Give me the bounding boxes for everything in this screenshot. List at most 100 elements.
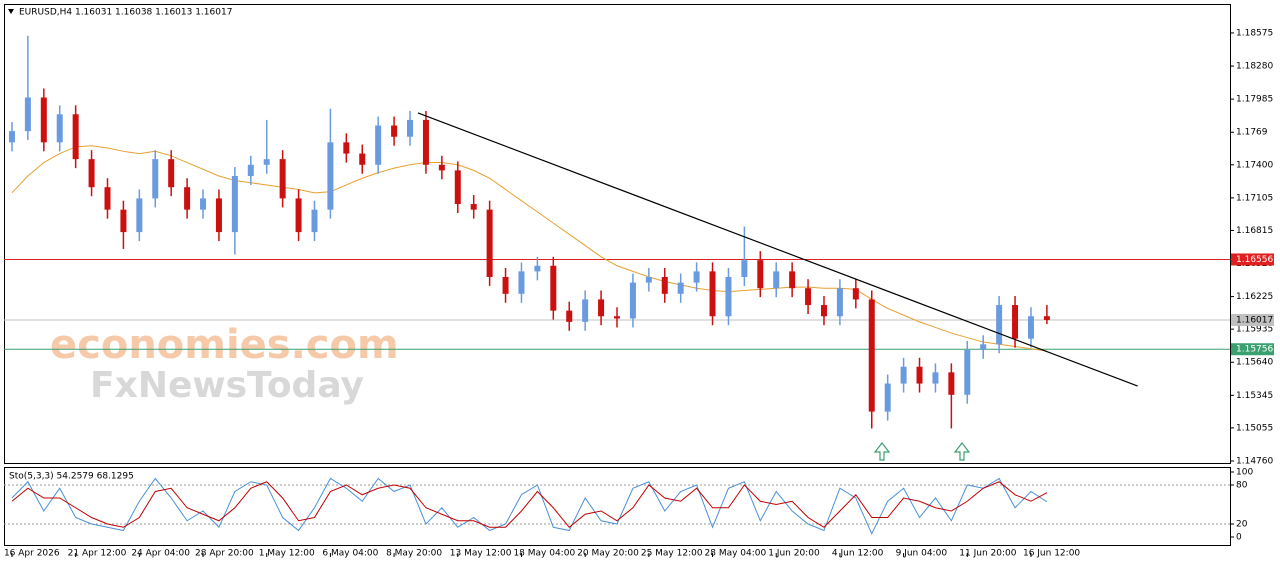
- y-tick-label: 1.15055: [1236, 423, 1273, 433]
- x-tick-label: 16 Jun 12:00: [1023, 549, 1080, 559]
- y-tick-label: 1.15640: [1236, 358, 1273, 368]
- candle-body: [550, 265, 557, 311]
- candle-body: [438, 164, 445, 171]
- candle-body: [884, 383, 891, 412]
- x-tick-label: 28 Apr 20:00: [195, 549, 254, 559]
- candle-body: [820, 305, 827, 317]
- candle-body: [72, 114, 79, 160]
- up-arrow: [953, 442, 971, 461]
- candle-body: [391, 125, 398, 137]
- candle-body: [932, 372, 939, 384]
- candle-body: [200, 198, 207, 210]
- level-tag: [1231, 313, 1274, 326]
- candle-body: [741, 260, 748, 277]
- candle-body: [1027, 316, 1034, 339]
- candle-body: [231, 175, 238, 233]
- x-tick-label: 25 May 12:00: [641, 549, 703, 559]
- x-tick-label: 1 Jun 20:00: [768, 549, 820, 559]
- y-tick-label: 1.16815: [1236, 226, 1273, 236]
- candle-body: [773, 271, 780, 289]
- x-tick-label: 1 May 12:00: [259, 549, 315, 559]
- x-tick-label: 18 May 04:00: [513, 549, 575, 559]
- candle-body: [645, 276, 652, 283]
- y-tick-label: 1.15935: [1236, 325, 1273, 335]
- candle-body: [629, 282, 636, 319]
- level-label: 1.16556: [1236, 255, 1273, 265]
- stoch-title: Sto(5,3,3) 54.2579 68.1295: [9, 472, 134, 482]
- candle-body: [295, 198, 302, 233]
- x-tick-label: 28 May 04:00: [705, 549, 767, 559]
- candle-body: [136, 198, 143, 233]
- watermark-fxnewstoday: FxNewsToday: [90, 365, 364, 406]
- watermark-economies: economies.com: [50, 322, 399, 368]
- x-tick-label: 13 May 12:00: [450, 549, 512, 559]
- y-tick-label: 1.14760: [1236, 456, 1273, 466]
- candle-body: [836, 288, 843, 317]
- candle-body: [184, 187, 191, 210]
- y-tick-label: 20: [1236, 520, 1248, 530]
- level-label: 1.16017: [1236, 315, 1273, 325]
- candle-body: [964, 349, 971, 395]
- candle-body: [916, 366, 923, 384]
- candle-body: [582, 299, 589, 322]
- menu-arrow[interactable]: [8, 9, 14, 14]
- candle-body: [661, 276, 668, 294]
- x-tick-label: 9 Jun 04:00: [896, 549, 948, 559]
- price-panel: [4, 4, 1231, 464]
- x-tick-label: 16 Apr 2026: [4, 549, 60, 559]
- candle-body: [518, 271, 525, 294]
- candle-body: [454, 170, 461, 205]
- candle-body: [279, 159, 286, 199]
- y-tick-label: 1.18575: [1236, 28, 1273, 38]
- level-label: 1.15756: [1236, 345, 1273, 355]
- candle-body: [375, 125, 382, 165]
- candle-body: [215, 198, 222, 233]
- candle-body: [88, 159, 95, 188]
- chart-title: EURUSD,H4 1.16031 1.16038 1.16013 1.1601…: [19, 8, 232, 18]
- x-tick-label: 4 Jun 12:00: [832, 549, 884, 559]
- candle-body: [24, 97, 31, 132]
- y-tick-label: 0: [1236, 533, 1242, 543]
- x-tick-label: 24 Apr 04:00: [131, 549, 190, 559]
- candle-body: [8, 131, 15, 143]
- y-tick-label: 1.1769: [1236, 128, 1268, 138]
- candle-body: [407, 119, 414, 137]
- candle-body: [677, 282, 684, 294]
- candle-body: [566, 310, 573, 322]
- x-tick-label: 20 May 20:00: [577, 549, 639, 559]
- candle-body: [614, 316, 620, 319]
- candle-body: [948, 372, 955, 395]
- x-tick-label: 21 Apr 12:00: [68, 549, 127, 559]
- stoch-panel: [4, 467, 1231, 546]
- y-tick-label: 1.17985: [1236, 95, 1273, 105]
- candle-body: [486, 209, 493, 277]
- candle-body: [470, 204, 477, 210]
- y-tick-label: 80: [1236, 481, 1248, 491]
- stoch-line: [11, 481, 1048, 528]
- candle-body: [40, 97, 47, 143]
- candle-body: [900, 366, 907, 384]
- candle-body: [263, 159, 270, 165]
- candle-body: [1043, 316, 1050, 320]
- candle-body: [598, 299, 605, 317]
- candle-body: [709, 271, 716, 317]
- candle-body: [104, 187, 111, 210]
- watermark: economies.com FxNewsToday: [50, 322, 399, 406]
- stoch-line: [11, 477, 1048, 535]
- candle-body: [56, 114, 63, 143]
- y-tick-label: 1.15345: [1236, 391, 1273, 401]
- candle-body: [789, 271, 796, 289]
- candle-body: [725, 276, 732, 317]
- x-tick-label: 6 May 04:00: [322, 549, 378, 559]
- candle-body: [805, 288, 812, 306]
- candle-body: [534, 265, 541, 272]
- candle-body: [422, 119, 429, 165]
- candle-body: [359, 153, 366, 165]
- level-tag: [1231, 253, 1274, 266]
- candle-body: [693, 271, 700, 283]
- y-tick-label: 1.17400: [1236, 160, 1273, 170]
- candle-body: [343, 142, 350, 154]
